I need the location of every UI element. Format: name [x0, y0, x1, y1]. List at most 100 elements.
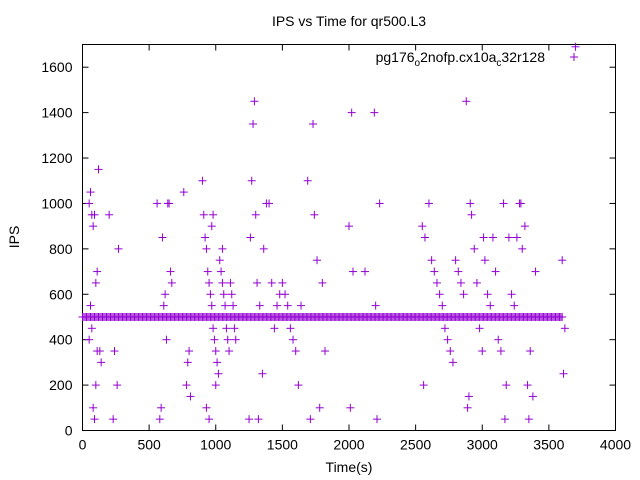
- data-point: [254, 415, 263, 424]
- data-point: [483, 290, 492, 299]
- data-point: [507, 290, 516, 299]
- legend: pg176o2nofp.cx10ac32r128: [376, 49, 578, 69]
- data-point: [179, 188, 188, 197]
- data-point: [255, 301, 264, 310]
- data-point: [205, 278, 214, 287]
- data-point: [315, 403, 324, 412]
- data-point: [432, 278, 441, 287]
- data-point: [202, 403, 211, 412]
- data-point: [223, 335, 232, 344]
- y-tick-label: 800: [49, 241, 73, 257]
- data-point: [155, 415, 164, 424]
- data-point: [446, 347, 455, 356]
- data-point: [225, 347, 234, 356]
- data-point: [221, 301, 230, 310]
- data-point: [371, 301, 380, 310]
- data-point: [153, 199, 162, 208]
- y-tick-label: 1600: [41, 59, 72, 75]
- data-point: [90, 210, 99, 219]
- data-point: [89, 403, 98, 412]
- data-point: [456, 278, 465, 287]
- x-tick-label: 1500: [267, 437, 298, 453]
- data-point: [91, 381, 100, 390]
- data-point: [246, 233, 255, 242]
- data-point: [230, 324, 239, 333]
- data-point: [294, 381, 303, 390]
- data-point: [207, 301, 216, 310]
- data-point: [213, 358, 222, 367]
- data-point: [418, 222, 427, 231]
- y-tick-label: 200: [49, 377, 73, 393]
- data-point: [443, 335, 452, 344]
- data-point: [321, 347, 330, 356]
- data-point: [186, 392, 195, 401]
- x-axis-label: Time(s): [326, 459, 373, 475]
- data-point: [85, 199, 94, 208]
- data-point: [440, 324, 449, 333]
- data-point: [286, 324, 295, 333]
- data-point: [372, 415, 381, 424]
- legend-label-part: pg176: [376, 49, 415, 65]
- data-point: [87, 324, 96, 333]
- data-point: [475, 324, 484, 333]
- legend-marker-symbol: [570, 53, 578, 61]
- data-point: [199, 210, 208, 219]
- data-point: [211, 381, 220, 390]
- data-point: [210, 335, 219, 344]
- data-point: [488, 233, 497, 242]
- data-point: [110, 347, 119, 356]
- data-point: [162, 335, 171, 344]
- data-point: [202, 244, 211, 253]
- data-point: [222, 324, 231, 333]
- data-point: [424, 199, 433, 208]
- data-point: [167, 278, 176, 287]
- y-tick-label: 1000: [41, 195, 72, 211]
- data-point: [510, 301, 519, 310]
- data-point: [203, 267, 212, 276]
- y-tick-label: 1400: [41, 105, 72, 121]
- data-point: [283, 301, 292, 310]
- data-point: [347, 108, 356, 117]
- data-point: [479, 233, 488, 242]
- data-point: [466, 199, 475, 208]
- axis-ticks: 0 500 1000 1500 2000 2500 3000 3500 4000 0 200 400 6…: [41, 44, 631, 453]
- data-point: [113, 381, 122, 390]
- data-point: [499, 199, 508, 208]
- legend-label-part: 32r128: [501, 49, 545, 65]
- data-point: [281, 290, 290, 299]
- data-point: [459, 290, 468, 299]
- data-point: [518, 244, 527, 253]
- data-point: [270, 324, 279, 333]
- data-point: [496, 347, 505, 356]
- data-point: [217, 267, 226, 276]
- data-point: [480, 256, 489, 265]
- data-point: [85, 335, 94, 344]
- data-point: [520, 222, 529, 231]
- data-point: [158, 233, 167, 242]
- data-point: [251, 210, 260, 219]
- data-point: [105, 210, 114, 219]
- data-point: [348, 267, 357, 276]
- data-point: [504, 233, 513, 242]
- data-point: [245, 415, 254, 424]
- x-tick-label: 500: [137, 437, 161, 453]
- data-point: [214, 369, 223, 378]
- data-point: [419, 381, 428, 390]
- data-point: [438, 301, 447, 310]
- x-tick-label: 0: [79, 437, 87, 453]
- data-point: [250, 97, 259, 106]
- data-point: [91, 278, 100, 287]
- data-point: [247, 176, 256, 185]
- data-point: [486, 301, 495, 310]
- data-point: [291, 347, 300, 356]
- data-point: [253, 278, 262, 287]
- data-point: [528, 392, 537, 401]
- data-point: [258, 369, 267, 378]
- data-point: [500, 415, 509, 424]
- data-point: [207, 222, 216, 231]
- data-point: [464, 392, 473, 401]
- data-points: [78, 42, 580, 424]
- data-point: [211, 347, 220, 356]
- data-point: [93, 267, 102, 276]
